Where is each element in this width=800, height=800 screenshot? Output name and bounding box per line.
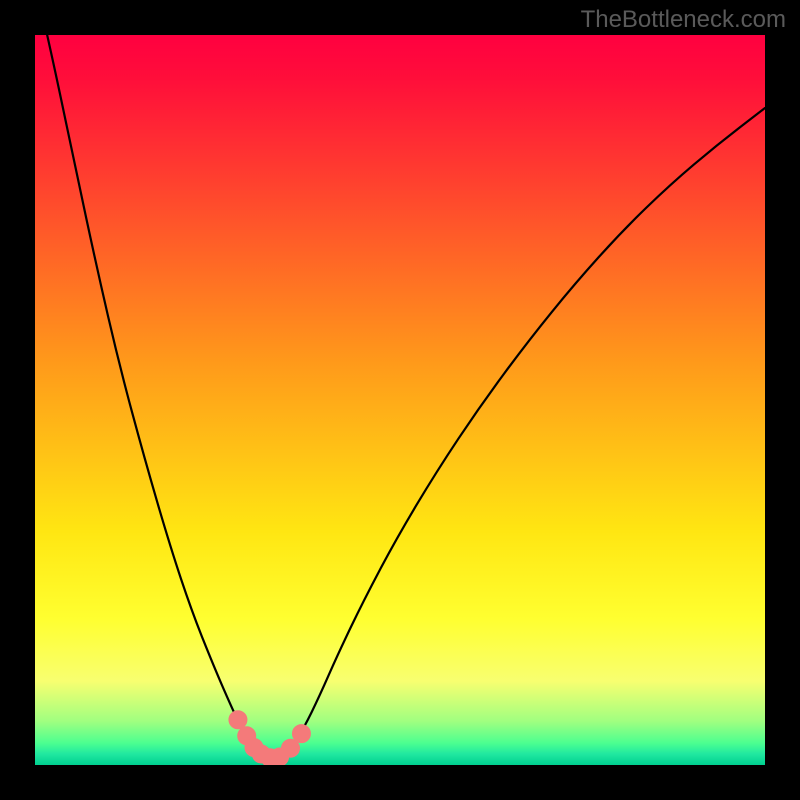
plot-background bbox=[35, 35, 765, 765]
marker-dot bbox=[282, 739, 300, 757]
plot-svg bbox=[35, 35, 765, 765]
chart-frame: TheBottleneck.com bbox=[0, 0, 800, 800]
marker-dot bbox=[229, 711, 247, 729]
watermark-text: TheBottleneck.com bbox=[581, 6, 786, 34]
plot-area bbox=[35, 35, 765, 765]
marker-dot bbox=[292, 725, 310, 743]
